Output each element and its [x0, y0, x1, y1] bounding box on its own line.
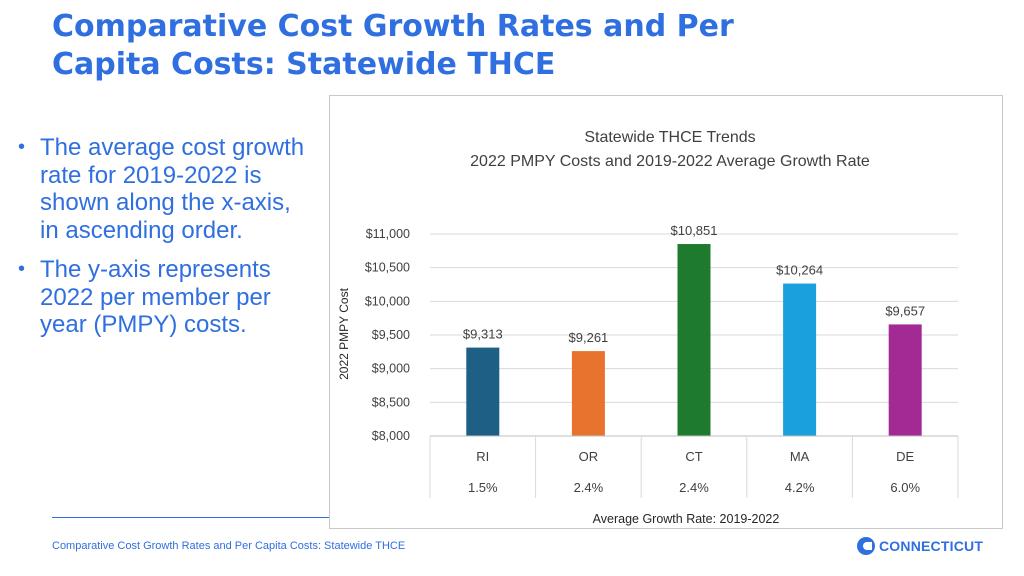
- x-growth-rate-label: 2.4%: [574, 480, 604, 495]
- connecticut-logo-icon: [857, 537, 875, 555]
- y-tick-label: $11,000: [366, 227, 410, 241]
- bullet-dot: •: [18, 258, 26, 280]
- bar-chart: Statewide THCE Trends 2022 PMPY Costs an…: [337, 129, 959, 526]
- logo-text: CONNECTICUT: [879, 538, 984, 554]
- bar-ma: [783, 283, 817, 436]
- x-growth-rate-label: 1.5%: [468, 480, 498, 495]
- bullet-list: • The average cost growth rate for 2019-…: [18, 134, 308, 351]
- y-tick-label: $10,500: [365, 261, 410, 275]
- bullet-text: The y-axis represents 2022 per member pe…: [40, 256, 271, 338]
- x-growth-rate-label: 2.4%: [679, 480, 709, 495]
- x-category-label: RI: [476, 449, 489, 464]
- y-tick-label: $10,000: [365, 294, 410, 308]
- bullet-item: • The average cost growth rate for 2019-…: [18, 134, 308, 244]
- y-tick-label: $9,000: [372, 362, 410, 376]
- x-category-label: MA: [790, 449, 810, 464]
- x-axis-label: Average Growth Rate: 2019-2022: [593, 512, 780, 526]
- x-category-label: CT: [685, 449, 702, 464]
- bar-value-label: $10,264: [776, 263, 823, 278]
- x-category-label: DE: [896, 449, 914, 464]
- x-growth-rate-label: 4.2%: [785, 480, 815, 495]
- footer-divider: [52, 517, 329, 518]
- bar-value-label: $10,851: [671, 223, 718, 238]
- bar-value-label: $9,313: [463, 327, 503, 342]
- slide-title: Comparative Cost Growth Rates and Per Ca…: [52, 8, 812, 84]
- connecticut-logo: CONNECTICUT: [857, 536, 983, 556]
- slide-title-line-2: Capita Costs: Statewide THCE: [52, 47, 556, 82]
- chart-frame: Statewide THCE Trends 2022 PMPY Costs an…: [329, 95, 1003, 529]
- bullet-dot: •: [18, 136, 26, 158]
- bullet-text: The average cost growth rate for 2019-20…: [40, 134, 305, 244]
- x-growth-rate-label: 6.0%: [890, 480, 920, 495]
- bar-or: [571, 351, 605, 436]
- footer-text: Comparative Cost Growth Rates and Per Ca…: [52, 540, 406, 552]
- bar-ct: [677, 244, 711, 436]
- bullet-item: • The y-axis represents 2022 per member …: [18, 256, 308, 339]
- bar-ri: [466, 347, 500, 436]
- bar-value-label: $9,657: [885, 303, 925, 318]
- chart-subtitle: 2022 PMPY Costs and 2019-2022 Average Gr…: [470, 153, 870, 170]
- bar-value-label: $9,261: [569, 330, 609, 345]
- x-category-label: OR: [579, 449, 599, 464]
- slide-title-line-1: Comparative Cost Growth Rates and Per: [52, 9, 734, 44]
- y-tick-label: $8,500: [372, 395, 410, 409]
- y-tick-label: $9,500: [372, 328, 410, 342]
- chart-title: Statewide THCE Trends: [584, 129, 755, 146]
- bar-de: [888, 324, 922, 436]
- y-axis-label: 2022 PMPY Cost: [337, 287, 351, 379]
- y-tick-label: $8,000: [372, 429, 410, 443]
